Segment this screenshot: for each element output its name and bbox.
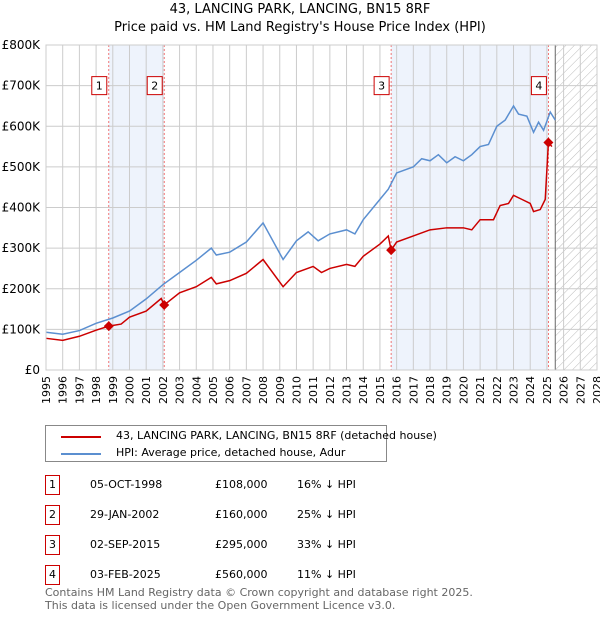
transaction-number: 1 <box>45 475 60 495</box>
transaction-price: £108,000 <box>215 478 268 491</box>
transaction-label-box <box>530 76 547 96</box>
footer-line-1: Contains HM Land Registry data © Crown c… <box>45 586 473 599</box>
transaction-label-box <box>146 76 163 96</box>
x-tick-label: 2022 <box>491 376 504 404</box>
x-tick-label: 2007 <box>240 376 253 404</box>
legend-label-property: 43, LANCING PARK, LANCING, BN15 8RF (det… <box>116 429 437 442</box>
y-tick-label: £500K <box>2 160 42 174</box>
transaction-row: 1 05-OCT-1998 £108,000 16% ↓ HPI <box>45 475 445 495</box>
y-tick-label: £300K <box>2 241 42 255</box>
transaction-point <box>103 321 114 332</box>
x-tick-label: 2004 <box>190 376 203 404</box>
footer-line-2: This data is licensed under the Open Gov… <box>45 599 396 612</box>
transaction-point <box>543 137 554 148</box>
x-tick-label: 2018 <box>424 376 437 404</box>
x-tick-label: 2001 <box>140 376 153 404</box>
transaction-label: 2 <box>151 80 158 93</box>
transaction-row: 4 03-FEB-2025 £560,000 11% ↓ HPI <box>45 565 445 585</box>
legend-label-hpi: HPI: Average price, detached house, Adur <box>116 446 346 459</box>
legend-swatch-hpi <box>61 453 101 455</box>
x-tick-label: 2023 <box>508 376 521 404</box>
x-tick-label: 2008 <box>257 376 270 404</box>
transaction-label: 3 <box>378 80 385 93</box>
transaction-hpi-diff: 33% ↓ HPI <box>297 538 356 551</box>
transaction-row: 2 29-JAN-2002 £160,000 25% ↓ HPI <box>45 505 445 525</box>
x-tick-label: 2012 <box>324 376 337 404</box>
transaction-hpi-diff: 11% ↓ HPI <box>297 568 356 581</box>
x-tick-label: 2005 <box>207 376 220 404</box>
chart-title: 43, LANCING PARK, LANCING, BN15 8RF <box>169 2 431 17</box>
x-tick-label: 1996 <box>57 376 70 404</box>
legend-swatch-property <box>61 436 101 438</box>
footer: Contains HM Land Registry data © Crown c… <box>45 586 473 612</box>
chart-subtitle: Price paid vs. HM Land Registry's House … <box>114 20 486 35</box>
transaction-number: 3 <box>45 535 60 555</box>
transaction-date: 05-OCT-1998 <box>90 478 163 491</box>
price-chart: 1995 1996 1997 1998 1999 2000 2001 2002 2003 2004… <box>2 38 600 404</box>
transaction-hpi-diff: 25% ↓ HPI <box>297 508 356 521</box>
x-tick-label: 2025 <box>541 376 554 404</box>
transaction-label: 1 <box>96 80 103 93</box>
hpi-line <box>45 104 556 336</box>
x-tick-label: 2009 <box>274 376 287 404</box>
transaction-label-box <box>373 76 390 96</box>
x-tick-label: 1997 <box>73 376 86 404</box>
plot-border <box>45 44 598 371</box>
x-tick-label: 2010 <box>290 376 303 404</box>
transaction-label: 4 <box>535 80 542 93</box>
x-tick-label: 2019 <box>441 376 454 404</box>
y-tick-label: £200K <box>2 282 42 296</box>
x-tick-label: 2024 <box>524 376 537 404</box>
transaction-point <box>159 300 170 310</box>
transaction-row: 3 02-SEP-2015 £295,000 33% ↓ HPI <box>45 535 445 555</box>
x-tick-label: 1998 <box>90 376 103 404</box>
x-tick-label: 2000 <box>123 376 136 404</box>
y-tick-label: £700K <box>2 79 42 93</box>
x-tick-label: 2017 <box>407 376 420 404</box>
transaction-point <box>386 245 397 256</box>
transaction-date: 02-SEP-2015 <box>90 538 161 551</box>
transaction-date: 29-JAN-2002 <box>90 508 160 521</box>
x-tick-label: 2026 <box>558 376 571 404</box>
x-tick-label: 1995 <box>40 376 53 404</box>
legend: 43, LANCING PARK, LANCING, BN15 8RF (det… <box>45 425 437 462</box>
x-tick-label: 2028 <box>591 376 600 404</box>
transaction-label-box <box>91 76 108 96</box>
x-tick-label: 2016 <box>391 376 404 404</box>
x-tick-label: 2003 <box>174 376 187 404</box>
x-tick-label: 2002 <box>157 376 170 404</box>
transaction-date: 03-FEB-2025 <box>90 568 161 581</box>
transaction-price: £160,000 <box>215 508 268 521</box>
y-tick-label: £800K <box>2 38 42 52</box>
x-tick-label: 2014 <box>357 376 370 404</box>
x-tick-label: 2011 <box>307 376 320 404</box>
y-tick-label: £600K <box>2 119 42 133</box>
x-tick-label: 2020 <box>457 376 470 404</box>
x-tick-label: 2021 <box>474 376 487 404</box>
y-tick-label: £0 <box>25 363 40 377</box>
x-tick-label: 2006 <box>224 376 237 404</box>
x-tick-label: 2027 <box>574 376 587 404</box>
transaction-number: 2 <box>45 505 60 525</box>
transaction-hpi-diff: 16% ↓ HPI <box>297 478 356 491</box>
y-tick-label: £400K <box>2 201 42 215</box>
transaction-price: £295,000 <box>215 538 268 551</box>
transaction-price: £560,000 <box>215 568 268 581</box>
x-tick-label: 2013 <box>341 376 354 404</box>
transaction-number: 4 <box>45 565 60 585</box>
property-price-line <box>45 140 553 342</box>
x-tick-label: 1999 <box>107 376 120 404</box>
y-tick-label: £100K <box>2 322 42 336</box>
x-tick-label: 2015 <box>374 376 387 404</box>
